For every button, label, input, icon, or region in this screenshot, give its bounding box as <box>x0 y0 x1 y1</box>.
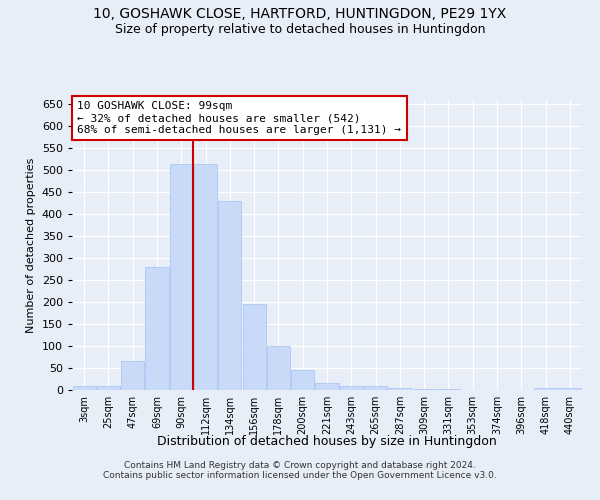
Bar <box>73 386 95 390</box>
Bar <box>388 388 412 390</box>
Text: Distribution of detached houses by size in Huntingdon: Distribution of detached houses by size … <box>157 435 497 448</box>
Bar <box>437 389 460 390</box>
Bar <box>218 201 241 390</box>
Bar <box>97 386 120 390</box>
Text: 10, GOSHAWK CLOSE, HARTFORD, HUNTINGDON, PE29 1YX: 10, GOSHAWK CLOSE, HARTFORD, HUNTINGDON,… <box>94 8 506 22</box>
Bar <box>559 388 581 390</box>
Bar <box>242 304 266 390</box>
Bar <box>534 388 557 390</box>
Bar <box>364 386 387 390</box>
Bar <box>267 346 290 390</box>
Bar <box>194 164 217 390</box>
Bar <box>316 384 338 390</box>
Y-axis label: Number of detached properties: Number of detached properties <box>26 158 36 332</box>
Bar <box>170 164 193 390</box>
Bar <box>340 386 363 390</box>
Bar <box>121 362 144 390</box>
Bar <box>145 267 169 390</box>
Text: Contains HM Land Registry data © Crown copyright and database right 2024.
Contai: Contains HM Land Registry data © Crown c… <box>103 460 497 480</box>
Bar <box>291 370 314 390</box>
Text: 10 GOSHAWK CLOSE: 99sqm
← 32% of detached houses are smaller (542)
68% of semi-d: 10 GOSHAWK CLOSE: 99sqm ← 32% of detache… <box>77 102 401 134</box>
Bar <box>413 388 436 390</box>
Text: Size of property relative to detached houses in Huntingdon: Size of property relative to detached ho… <box>115 22 485 36</box>
